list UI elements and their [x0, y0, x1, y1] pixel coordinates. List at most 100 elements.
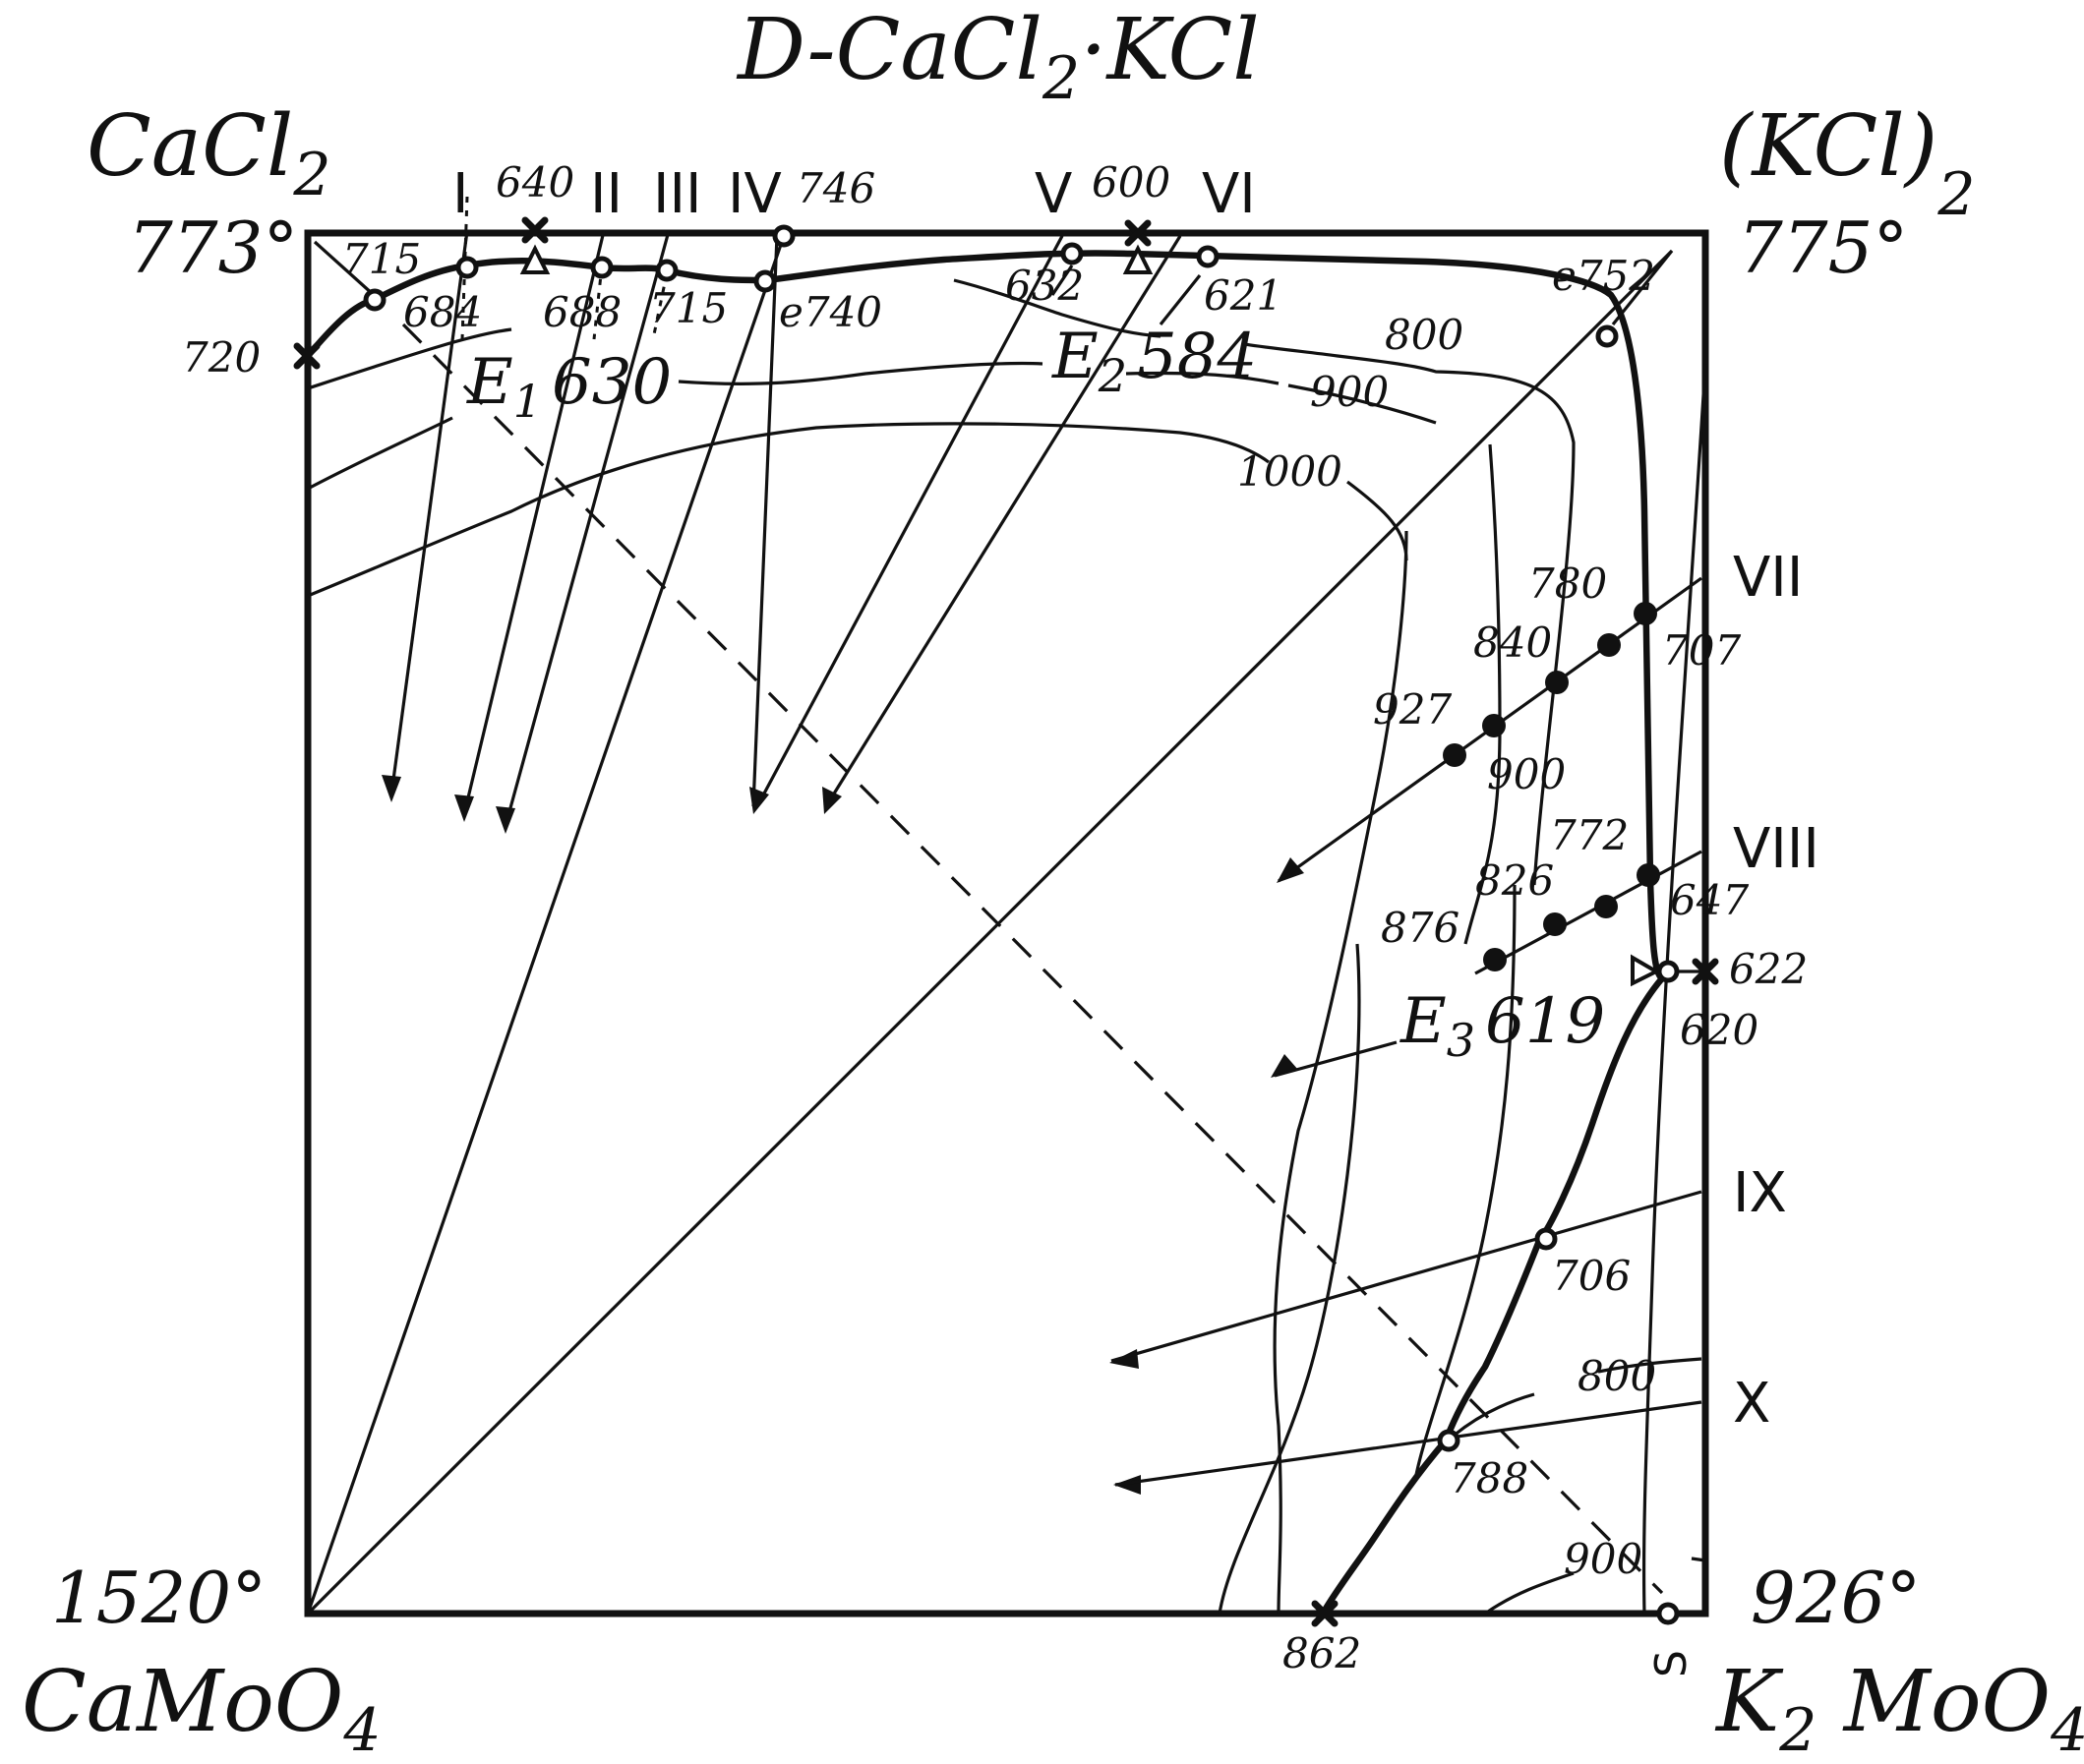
- corner-kcl2-temp: 775°: [1738, 206, 1908, 289]
- label-862: 862: [1282, 1629, 1361, 1677]
- eutectic-e1: E1 630: [466, 346, 672, 428]
- point-900: [1482, 714, 1506, 737]
- section-II-ray: [462, 230, 606, 815]
- arrow-VI: [822, 787, 842, 814]
- cross-600: [1124, 219, 1152, 247]
- point-684: [455, 256, 479, 279]
- guide-632: [1050, 265, 1074, 296]
- section-label-III: III: [653, 162, 702, 226]
- label-600: 600: [1092, 158, 1170, 206]
- label-632: 632: [1005, 262, 1084, 310]
- label-620: 620: [1680, 1006, 1758, 1054]
- label-780: 780: [1528, 559, 1607, 608]
- composition-square: [304, 229, 1709, 1617]
- arrow-I: [382, 775, 401, 802]
- isotherm-label-800: 800: [1385, 311, 1463, 359]
- label-e740: e740: [779, 288, 882, 336]
- isotherm-left-630: [307, 327, 512, 390]
- point-s: [1656, 1602, 1680, 1625]
- isotherm-1000-down: [1273, 530, 1408, 1615]
- section-VI-ray: [824, 235, 1182, 807]
- section-label-V: V: [1035, 162, 1072, 226]
- conode-to-e752: [306, 249, 1674, 1616]
- section-V-ray: [755, 235, 1064, 807]
- label-720: 720: [182, 333, 261, 382]
- cross-622: [1692, 958, 1719, 985]
- label-647: 647: [1670, 876, 1749, 924]
- conodes: [306, 235, 1674, 1616]
- point-715: [363, 288, 387, 312]
- section-III-ray: [504, 230, 671, 827]
- arrowheads: [382, 775, 1304, 1495]
- point-632: [1060, 242, 1084, 265]
- point-e752: [1595, 324, 1619, 348]
- guide-715: [651, 272, 669, 340]
- point-621: [1196, 245, 1220, 268]
- isotherm-label-800-lower: 800: [1578, 1352, 1656, 1400]
- label-684: 684: [403, 288, 482, 336]
- label-621: 621: [1204, 271, 1282, 320]
- point-826: [1543, 912, 1567, 936]
- boundaries: [305, 250, 1665, 1616]
- isotherm-900-bottom: [1484, 1571, 1575, 1616]
- label-826: 826: [1475, 856, 1554, 905]
- point-715b: [655, 259, 679, 282]
- point-788: [1437, 1429, 1460, 1452]
- section-E3-arrow-line: [1274, 1040, 1398, 1078]
- triangle-620: [1631, 954, 1661, 987]
- point-620: [1656, 960, 1680, 983]
- label-706: 706: [1552, 1252, 1631, 1300]
- cross-640: [521, 216, 549, 244]
- eutectic-e3: E3 619: [1399, 985, 1605, 1067]
- corner-k2moo4-temp: 926°: [1751, 1557, 1921, 1639]
- corner-kcl2-name: (KCl)2: [1719, 97, 1976, 229]
- point-e740: [753, 269, 777, 293]
- point-647: [1594, 895, 1618, 918]
- label-e752: e752: [1552, 252, 1655, 300]
- corner-cacl2-temp: 773°: [128, 206, 298, 289]
- eutectic-e2: E2 584: [1051, 321, 1257, 402]
- isotherm-label-900-lower: 900: [1564, 1535, 1642, 1583]
- label-707: 707: [1662, 626, 1741, 675]
- section-X-ray: [1114, 1400, 1702, 1487]
- section-label-IV: IV: [728, 162, 782, 226]
- label-715b: 715: [649, 284, 728, 332]
- section-label-VI: VI: [1202, 162, 1256, 226]
- section-label-VIII: VIII: [1733, 817, 1819, 881]
- label-772: 772: [1550, 811, 1629, 859]
- stable-diagonal-dashed: [401, 323, 1664, 1595]
- label-640: 640: [496, 158, 574, 206]
- triangle-600: [1122, 244, 1154, 274]
- isotherm-1000-right: [1346, 480, 1408, 561]
- isotherm-inner-down: [1218, 943, 1361, 1615]
- diagram-title: D-CaCl2·KCl: [736, 1, 1260, 113]
- label-927: 927: [1373, 685, 1452, 734]
- open-points: [363, 224, 1680, 1625]
- label-788: 788: [1450, 1454, 1528, 1502]
- arrow-V: [749, 787, 769, 814]
- isotherm-900-top: [1287, 383, 1437, 425]
- section-label-VII: VII: [1733, 546, 1803, 610]
- arrow-II-b: [496, 806, 515, 834]
- section-label-X: X: [1733, 1372, 1770, 1436]
- conode-to-746: [306, 235, 786, 1615]
- boundary-top: [305, 250, 1665, 981]
- isotherm-label-1000: 1000: [1237, 447, 1342, 496]
- isotherm-k2moo4-side: [1641, 363, 1707, 1615]
- label-715a: 715: [342, 235, 421, 283]
- point-706: [1534, 1227, 1558, 1251]
- guide-621: [1159, 274, 1202, 325]
- section-IX-ray: [1110, 1190, 1702, 1363]
- isotherm-label-900: 900: [1310, 368, 1389, 416]
- label-622: 622: [1729, 945, 1808, 993]
- corner-camoo4-temp: 1520°: [51, 1557, 267, 1639]
- point-876: [1483, 948, 1507, 971]
- cross-720: [293, 342, 321, 370]
- section-I-ray: [389, 230, 469, 795]
- label-840: 840: [1473, 618, 1552, 667]
- label-900: 900: [1487, 750, 1566, 798]
- arrow-X: [1113, 1475, 1141, 1495]
- section-label-II: II: [590, 162, 623, 226]
- point-927: [1443, 743, 1466, 767]
- isotherm-e2-to-800: [1125, 371, 1280, 385]
